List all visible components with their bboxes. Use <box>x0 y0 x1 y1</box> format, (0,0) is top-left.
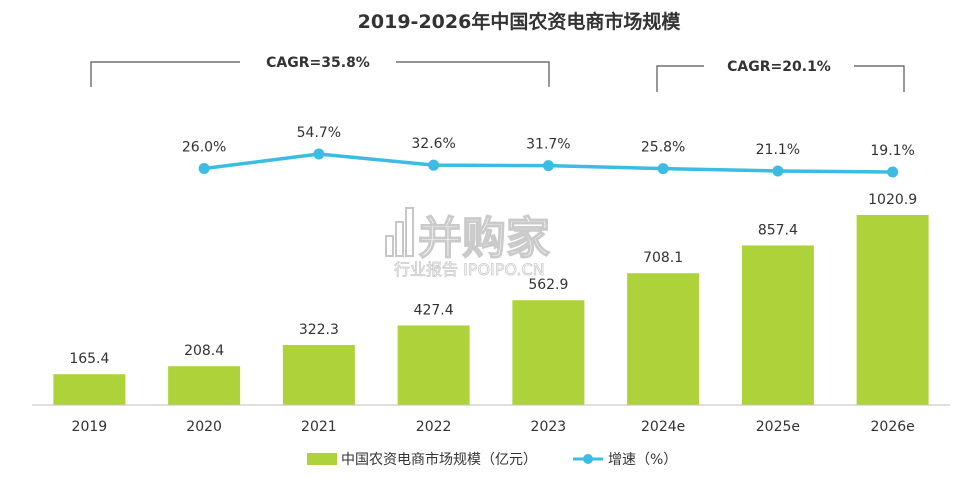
growth-label-2022: 32.6% <box>411 136 455 152</box>
cagr-annotations: CAGR=35.8% CAGR=20.1% <box>90 55 905 92</box>
x-tick-label-2019: 2019 <box>72 419 108 435</box>
legend-bar-label: 中国农资电商市场规模（亿元） <box>341 451 537 468</box>
legend-bar-swatch <box>307 453 337 465</box>
cagr-bracket-2 <box>656 65 905 92</box>
growth-label-2020: 26.0% <box>182 140 226 156</box>
bar-label-2024e: 708.1 <box>643 250 683 266</box>
x-tick-label-2021: 2021 <box>301 419 337 435</box>
bar-label-2020: 208.4 <box>184 343 224 359</box>
legend-line-marker <box>583 454 593 464</box>
growth-label-2024e: 25.8% <box>641 140 685 156</box>
watermark-main: 并购家 <box>418 213 550 264</box>
growth-line-series: 26.0% 54.7% 32.6% 31.7% 25.8% 21.1% 19.1% <box>182 125 915 178</box>
bar-label-2019: 165.4 <box>69 351 109 367</box>
x-tick-label-2024e: 2024e <box>641 419 685 435</box>
cagr-bracket-1 <box>90 61 550 87</box>
growth-point-2021 <box>313 148 325 160</box>
growth-point-2023 <box>542 160 554 172</box>
legend-line-label: 增速（%） <box>608 452 677 468</box>
growth-label-2026e: 19.1% <box>870 143 914 159</box>
bar-label-2022: 427.4 <box>414 302 454 318</box>
legend: 中国农资电商市场规模（亿元） 增速（%） <box>307 451 677 468</box>
growth-point-2020 <box>198 163 210 175</box>
bar-2024e <box>627 273 700 405</box>
bar-2019 <box>53 374 126 405</box>
x-tick-label-2020: 2020 <box>186 419 222 435</box>
watermark-sub: 行业报告 IPOIPO.CN <box>394 260 545 279</box>
x-tick-label-2025e: 2025e <box>756 419 800 435</box>
growth-point-2022 <box>428 159 440 171</box>
growth-label-2025e: 21.1% <box>756 142 800 158</box>
bar-2022 <box>397 325 470 405</box>
bar-2021 <box>282 345 355 405</box>
bar-label-2025e: 857.4 <box>758 222 798 238</box>
bar-2026e <box>856 215 929 405</box>
bar-label-2026e: 1020.9 <box>868 192 917 208</box>
bar-label-2021: 322.3 <box>299 322 339 338</box>
x-tick-label-2026e: 2026e <box>871 419 915 435</box>
bar-2023 <box>512 300 585 405</box>
growth-point-2025e <box>772 165 784 177</box>
cagr-label-1: CAGR=35.8% <box>266 55 370 71</box>
bar-data-labels: 165.4 208.4 322.3 427.4 562.9 708.1 857.4 1020.… <box>69 192 917 367</box>
watermark-logo-bar-1 <box>385 235 394 257</box>
growth-label-2021: 54.7% <box>297 125 341 141</box>
bar-series <box>53 215 929 405</box>
bar-2025e <box>741 245 814 405</box>
x-tick-label-2023: 2023 <box>531 419 567 435</box>
watermark-logo-bar-2 <box>395 221 404 257</box>
bar-label-2023: 562.9 <box>528 277 568 293</box>
watermark-logo-bar-3 <box>405 207 414 257</box>
x-axis: 2019 2020 2021 2022 2023 2024e 2025e 2026e <box>32 404 950 435</box>
cagr-label-2: CAGR=20.1% <box>727 59 831 75</box>
chart-title: 2019-2026年中国农资电商市场规模 <box>358 10 682 33</box>
x-tick-label-2022: 2022 <box>416 419 452 435</box>
growth-label-2023: 31.7% <box>526 137 570 153</box>
growth-point-2024e <box>657 163 669 175</box>
bar-2020 <box>168 366 241 405</box>
growth-point-2026e <box>887 166 899 178</box>
